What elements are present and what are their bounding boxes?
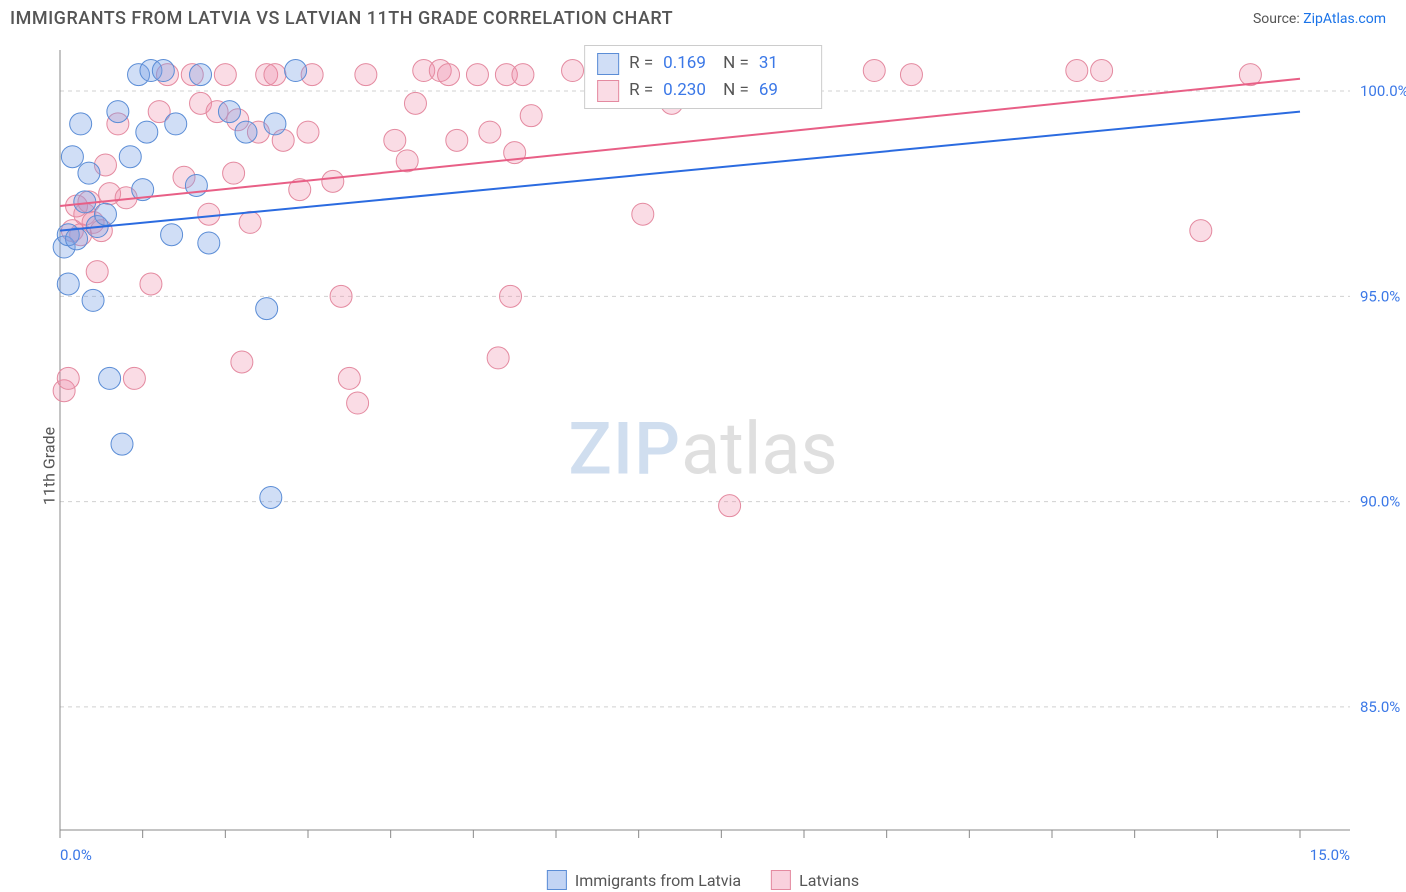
r-value-blue: 0.169	[663, 50, 713, 77]
legend-swatch-pink	[597, 80, 619, 102]
svg-text:95.0%: 95.0%	[1360, 287, 1400, 305]
n-value-pink: 69	[759, 77, 809, 104]
legend-item-pink: Latvians	[771, 870, 859, 890]
legend-row-pink: R = 0.230 N = 69	[597, 77, 809, 104]
chart-header: IMMIGRANTS FROM LATVIA VS LATVIAN 11TH G…	[0, 0, 1406, 33]
svg-text:85.0%: 85.0%	[1360, 698, 1400, 716]
legend-swatch-pink	[771, 870, 791, 890]
svg-text:90.0%: 90.0%	[1360, 493, 1400, 511]
r-label: R =	[629, 50, 653, 77]
legend-row-blue: R = 0.169 N = 31	[597, 50, 809, 77]
svg-text:15.0%: 15.0%	[1310, 846, 1350, 864]
chart-title: IMMIGRANTS FROM LATVIA VS LATVIAN 11TH G…	[10, 8, 673, 29]
svg-text:100.0%: 100.0%	[1360, 82, 1406, 100]
source-prefix: Source:	[1253, 11, 1303, 27]
legend-label-pink: Latvians	[799, 871, 859, 890]
n-label: N =	[723, 50, 749, 77]
n-value-blue: 31	[759, 50, 809, 77]
n-label: N =	[723, 77, 749, 104]
series-legend: Immigrants from Latvia Latvians	[547, 870, 859, 890]
svg-text:0.0%: 0.0%	[60, 846, 92, 864]
legend-item-blue: Immigrants from Latvia	[547, 870, 741, 890]
r-label: R =	[629, 77, 653, 104]
source-attribution: Source: ZipAtlas.com	[1253, 11, 1386, 27]
correlation-legend: R = 0.169 N = 31 R = 0.230 N = 69	[584, 45, 822, 109]
source-link[interactable]: ZipAtlas.com	[1303, 11, 1386, 27]
scatter-chart: 85.0% 90.0% 95.0% 100.0% 0.0% 15.0%	[0, 40, 1406, 892]
legend-swatch-blue	[597, 53, 619, 75]
legend-label-blue: Immigrants from Latvia	[575, 871, 741, 890]
legend-swatch-blue	[547, 870, 567, 890]
r-value-pink: 0.230	[663, 77, 713, 104]
chart-container: 11th Grade 85.0% 90.0% 95.0% 100.0% 0.0% 15.0…	[0, 40, 1406, 892]
y-axis-label: 11th Grade	[40, 427, 59, 505]
